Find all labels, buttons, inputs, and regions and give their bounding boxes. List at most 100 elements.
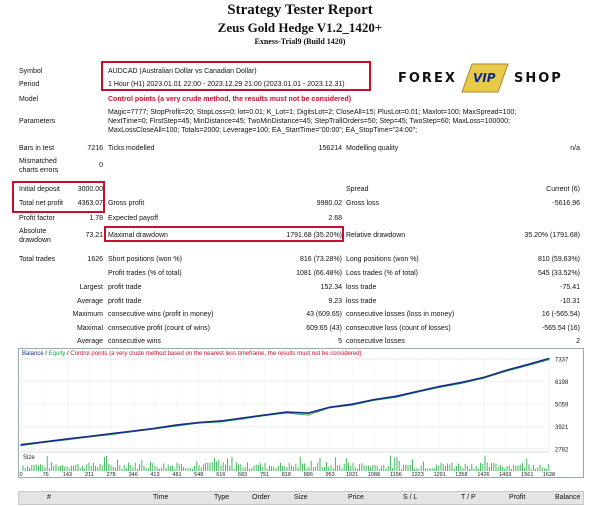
spread-label: Spread: [346, 186, 369, 193]
chart-plot: 7337 6198 5059 3921 2782 Size 0 76 143 211 278 346 4…: [19, 357, 569, 478]
series-point-balance: [263, 414, 266, 416]
x-tick-label: 346: [129, 472, 138, 477]
maximal-drawdown-label: Maximal drawdown: [108, 232, 168, 239]
mismatch-label: Mismatched: [19, 158, 57, 165]
col-price: Price: [348, 494, 364, 501]
deposit-label: Initial deposit: [19, 186, 60, 193]
expected-payoff-label: Expected payoff: [108, 215, 159, 222]
net-profit-value: 4363.07: [77, 200, 103, 207]
max-consecutive-wins-label: consecutive wins (profit in money): [108, 311, 214, 318]
avg-consecutive-wins-value: 5: [338, 338, 342, 345]
x-tick-label: 818: [282, 472, 291, 477]
col-time: Time: [153, 494, 169, 501]
series-point-balance: [548, 357, 550, 360]
x-tick-label: 1493: [499, 472, 511, 477]
col-balance: Balance: [555, 494, 581, 501]
ea-name: Zeus Gold Hedge V1.2_1420+: [217, 20, 383, 35]
profit-trades-label: Profit trades (% of total): [108, 270, 182, 277]
x-tick-label: 211: [85, 472, 94, 477]
series-point-balance: [417, 390, 419, 392]
logo-badge: VIP: [458, 63, 512, 93]
gross-profit-label: Gross profit: [108, 200, 145, 207]
series-point-balance: [351, 403, 353, 405]
series-point-balance: [439, 385, 441, 388]
series-point-balance: [373, 399, 375, 401]
y-tick-label: 6198: [555, 380, 569, 386]
y-tick-label: 7337: [555, 358, 569, 364]
x-tick-label: 953: [325, 472, 334, 477]
series-point-balance: [176, 424, 178, 426]
absolute-drawdown-label: Absolute: [19, 228, 47, 235]
x-tick-label: 278: [107, 472, 116, 477]
total-trades-value: 1626: [87, 256, 103, 263]
net-profit-label: Total net profit: [19, 200, 63, 207]
period-value: 1 Hour (H1) 2023.01.01 22:00 - 2023.12.2…: [108, 81, 345, 88]
total-trades-label: Total trades: [19, 256, 56, 263]
parameters-line: MaxLossCloseAll=100; Totals=2000; Levera…: [108, 127, 418, 134]
avg-consecutive-losses-value: 2: [576, 338, 580, 345]
col-type: Type: [214, 494, 230, 501]
maximal-consecutive-profit-label: consecutive profit (count of wins): [108, 325, 210, 332]
period-label: Period: [19, 81, 40, 88]
spread-value: Current (6): [546, 186, 580, 193]
x-tick-label: 1628: [543, 472, 555, 477]
series-point-balance: [66, 438, 68, 440]
mismatch-value: 0: [99, 162, 103, 169]
x-tick-label: 1561: [521, 472, 533, 477]
logo-text-right: SHOP: [514, 71, 563, 86]
profit-factor-label: Profit factor: [19, 215, 55, 222]
x-tick-label: 683: [238, 472, 247, 477]
average-profit-label: profit trade: [108, 298, 142, 305]
y-tick-label: 3921: [555, 425, 569, 431]
x-tick-label: 1426: [477, 472, 489, 477]
largest-profit-value: 152.34: [320, 284, 342, 291]
series-line-balance: [20, 357, 550, 446]
series-point-balance: [460, 381, 463, 384]
largest-profit-label: profit trade: [108, 284, 142, 291]
series-point-balance: [307, 412, 309, 414]
series-point-balance: [45, 441, 47, 443]
average-label: Average: [77, 298, 103, 305]
ticks-label: Ticks modelled: [108, 145, 155, 152]
logo-badge-shape: [461, 63, 509, 93]
short-positions-label: Short positions (won %): [108, 256, 182, 263]
parameters-line: NextTime=0; FirstStep=45; MinDistance=45…: [108, 118, 510, 125]
symbol-label: Symbol: [19, 68, 43, 75]
x-tick-label: 1291: [434, 472, 446, 477]
gross-loss-label: Gross loss: [346, 200, 380, 207]
col-sl: S / L: [403, 494, 418, 501]
bars-label: Bars in test: [19, 145, 55, 152]
series-point-balance: [88, 435, 91, 437]
y-tick-label: 5059: [555, 403, 569, 409]
x-tick-label: 76: [43, 472, 49, 477]
model-label: Model: [19, 96, 39, 103]
y-tick-label: 2782: [555, 448, 569, 454]
long-positions-label: Long positions (won %): [346, 256, 419, 263]
largest-loss-label: loss trade: [346, 284, 377, 291]
series-point-balance: [20, 444, 22, 446]
balance-chart: Balance / Equity / Control points (a ver…: [18, 348, 584, 478]
series-point-balance: [198, 421, 200, 424]
series-point-balance: [132, 430, 134, 432]
x-tick-label: 1088: [368, 472, 380, 477]
max-consecutive-losses-label: consecutive losses (loss in money): [346, 311, 455, 318]
x-tick-label: 1358: [455, 472, 467, 477]
relative-drawdown-value: 35.20% (1791.68): [524, 232, 580, 239]
legend-separator: /: [65, 351, 71, 357]
x-tick-label: 0: [19, 472, 22, 477]
x-tick-label: 1223: [412, 472, 424, 477]
x-tick-label: 143: [63, 472, 72, 477]
parameters-label: Parameters: [19, 118, 56, 125]
col-profit: Profit: [509, 494, 526, 501]
avg-consecutive-wins-label: consecutive wins: [108, 338, 161, 345]
legend-equity: Equity: [48, 351, 66, 357]
average-loss-label: loss trade: [346, 298, 377, 305]
largest-loss-value: -75.41: [560, 284, 580, 291]
x-tick-label: 481: [172, 472, 181, 477]
col-order: Order: [252, 494, 270, 501]
long-positions-value: 810 (59.63%): [537, 256, 580, 263]
series-point-balance: [504, 369, 506, 372]
short-positions-value: 816 (73.28%): [299, 256, 342, 263]
maximal-label: Maximal: [76, 325, 103, 332]
maximal-consecutive-profit-value: 609.65 (43): [306, 325, 342, 332]
